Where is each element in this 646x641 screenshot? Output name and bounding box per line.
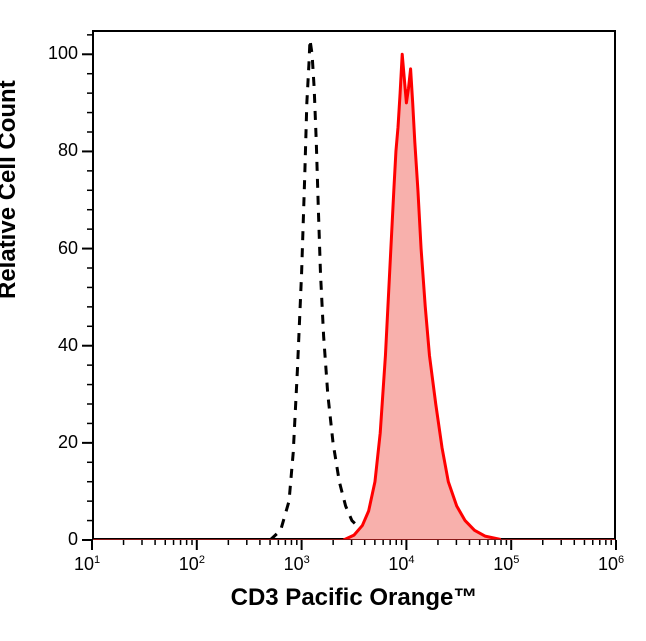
x-tick-label: 103 [284, 554, 310, 575]
y-tick-label: 80 [58, 140, 78, 161]
y-tick-label: 100 [48, 43, 78, 64]
y-tick-label: 20 [58, 432, 78, 453]
x-tick-label: 101 [74, 554, 100, 575]
x-tick-label: 105 [493, 554, 519, 575]
flow-cytometry-histogram: Relative Cell Count CD3 Pacific Orange™ … [0, 0, 646, 641]
x-axis-label: CD3 Pacific Orange™ [92, 584, 616, 612]
y-tick-label: 0 [68, 529, 78, 550]
x-tick-label: 102 [179, 554, 205, 575]
y-tick-label: 40 [58, 335, 78, 356]
chart-svg [0, 0, 646, 641]
y-axis-label: Relative Cell Count [0, 271, 22, 299]
x-tick-label: 106 [598, 554, 624, 575]
x-tick-label: 104 [388, 554, 414, 575]
y-tick-label: 60 [58, 238, 78, 259]
